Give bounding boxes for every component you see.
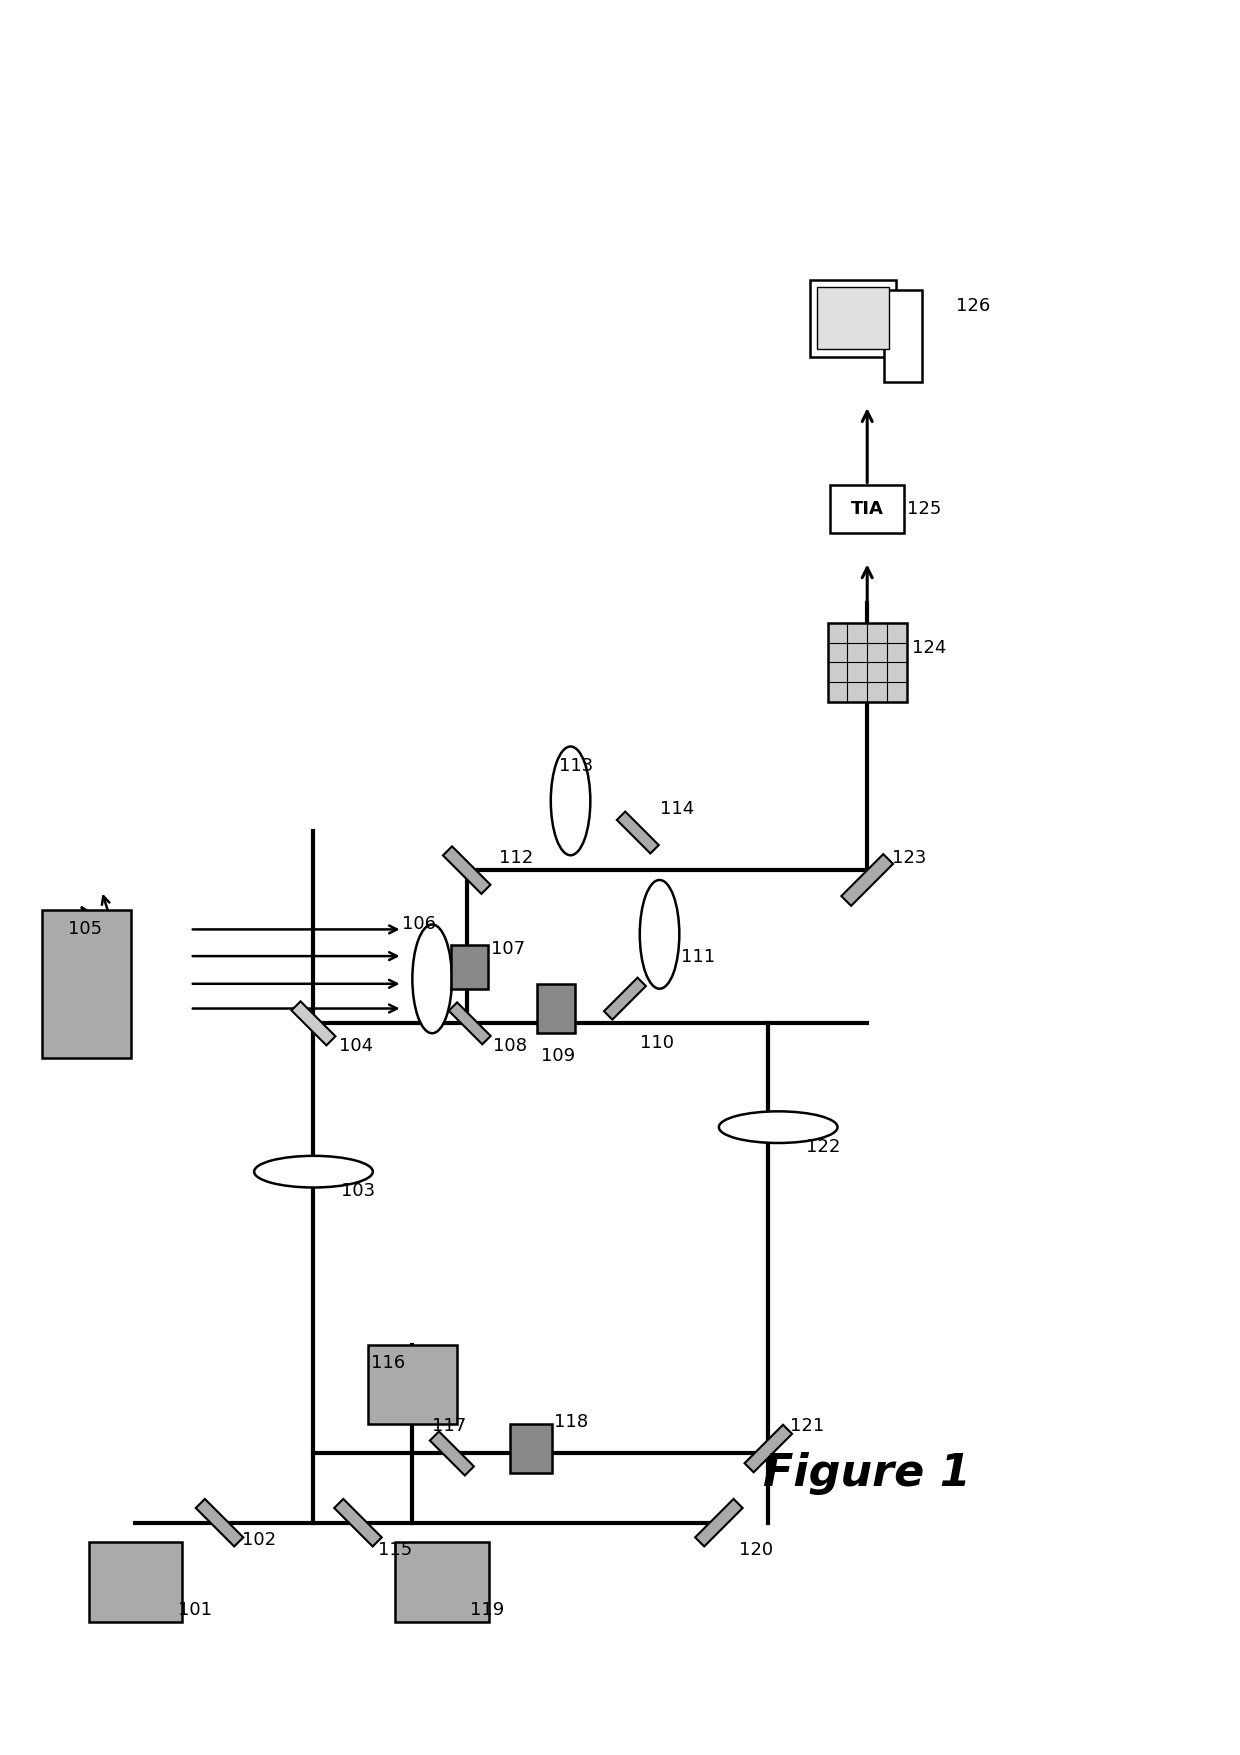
Text: 110: 110: [640, 1034, 673, 1053]
Text: 114: 114: [660, 800, 694, 818]
Text: 119: 119: [470, 1601, 503, 1618]
Text: 124: 124: [911, 639, 946, 656]
Text: Figure 1: Figure 1: [764, 1451, 971, 1495]
Polygon shape: [696, 1499, 743, 1546]
Bar: [396, 1543, 489, 1622]
Text: 121: 121: [790, 1416, 825, 1436]
Text: 120: 120: [739, 1541, 773, 1560]
Bar: [827, 623, 906, 702]
Text: 126: 126: [956, 297, 991, 316]
Text: 116: 116: [371, 1353, 405, 1371]
Text: 105: 105: [68, 920, 103, 939]
Text: 113: 113: [559, 756, 593, 776]
Bar: [884, 290, 921, 383]
Polygon shape: [335, 1499, 382, 1546]
Ellipse shape: [640, 879, 680, 988]
Text: 104: 104: [340, 1037, 373, 1055]
Bar: [368, 1344, 456, 1423]
Text: 111: 111: [681, 948, 715, 965]
Text: 109: 109: [541, 1048, 575, 1065]
Text: 117: 117: [432, 1416, 466, 1436]
Text: 118: 118: [554, 1413, 588, 1430]
Text: 115: 115: [378, 1541, 412, 1560]
Bar: [830, 486, 904, 534]
Text: 112: 112: [500, 849, 533, 867]
Bar: [451, 944, 489, 990]
Text: 103: 103: [341, 1183, 376, 1200]
Polygon shape: [196, 1499, 243, 1546]
Bar: [510, 1423, 552, 1472]
Text: TIA: TIA: [851, 500, 884, 518]
Ellipse shape: [254, 1157, 373, 1188]
Bar: [817, 288, 889, 349]
Text: 125: 125: [906, 500, 941, 518]
Polygon shape: [841, 855, 893, 906]
Bar: [42, 909, 130, 1058]
Ellipse shape: [551, 746, 590, 855]
Polygon shape: [430, 1432, 474, 1476]
Polygon shape: [291, 1002, 336, 1046]
Text: 101: 101: [179, 1601, 212, 1618]
Text: 102: 102: [242, 1532, 277, 1550]
Polygon shape: [744, 1425, 792, 1472]
Bar: [537, 985, 574, 1034]
Polygon shape: [449, 1002, 491, 1044]
Polygon shape: [604, 978, 646, 1020]
Text: 107: 107: [491, 941, 526, 958]
Polygon shape: [443, 846, 491, 893]
Bar: [810, 279, 895, 356]
Text: 108: 108: [494, 1037, 527, 1055]
Ellipse shape: [413, 925, 451, 1034]
Text: 123: 123: [892, 849, 926, 867]
Polygon shape: [616, 811, 658, 853]
Text: 122: 122: [806, 1137, 841, 1157]
Bar: [88, 1543, 182, 1622]
Text: 106: 106: [403, 916, 436, 934]
Ellipse shape: [719, 1111, 837, 1143]
